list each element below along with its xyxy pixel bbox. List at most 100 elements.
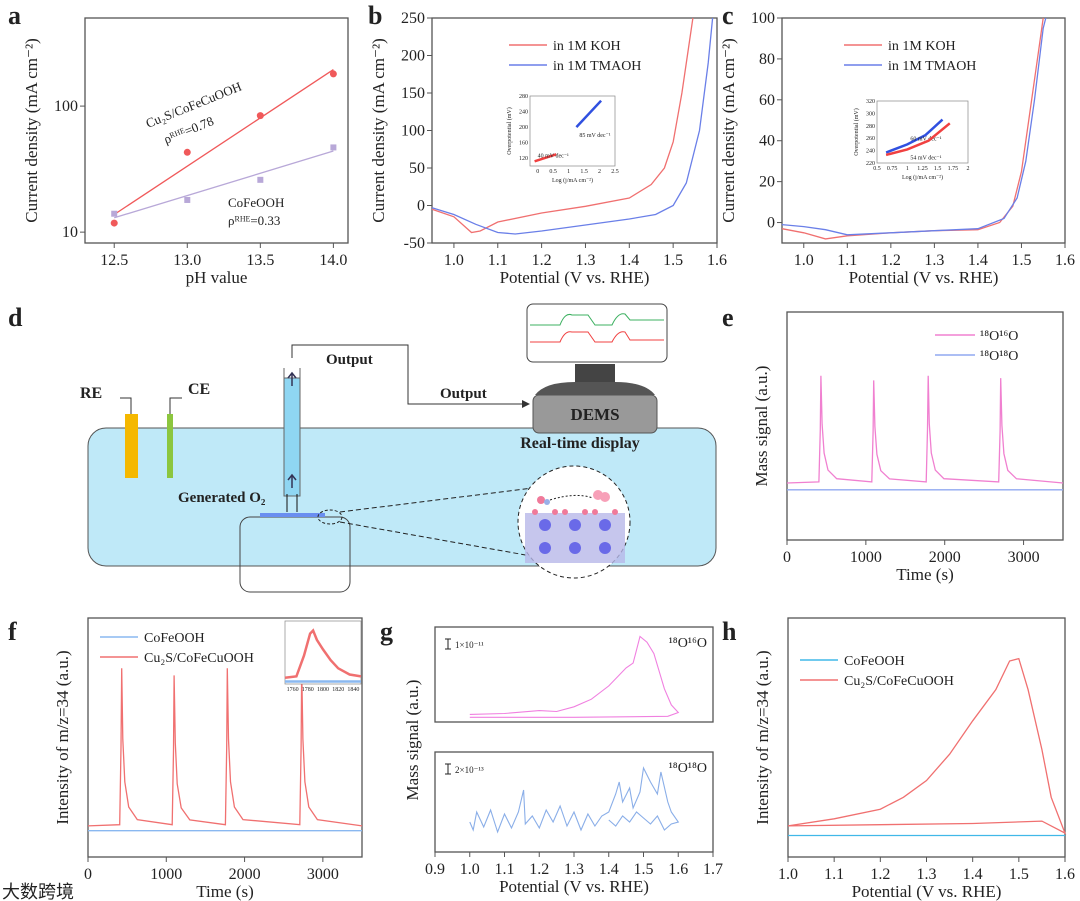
- c-x-tick-label: 1.4: [968, 252, 988, 269]
- f-inset-x-tick-label: 1820: [332, 687, 344, 693]
- g-scale-label: 1×10⁻¹¹: [455, 640, 484, 650]
- h-x-axis-title: Potential (V vs. RHE): [852, 882, 1002, 901]
- a-x-tick-label: 13.0: [173, 252, 201, 269]
- b-y-tick-label: 150: [401, 85, 425, 102]
- a-plot-frame: [84, 17, 349, 244]
- b-x-tick-label: 1.2: [532, 252, 552, 269]
- b-inset-y-title: Overpotential (mV): [506, 107, 513, 154]
- c-legend-label: in 1M TMAOH: [888, 59, 976, 74]
- c-inset-x-tick-label: 0.5: [873, 166, 881, 172]
- c-x-tick-label: 1.6: [1055, 252, 1075, 269]
- b-y-tick-label: 0: [417, 198, 425, 215]
- e-legend-label: ¹⁸O¹⁶O: [980, 329, 1018, 344]
- dems-instrument: [532, 394, 658, 434]
- c-y-tick-label: 0: [767, 215, 775, 232]
- ce-label: CE: [188, 381, 210, 398]
- b-legend-label: in 1M TMAOH: [553, 59, 641, 74]
- panel-label-a: a: [8, 1, 21, 30]
- g2-x-tick-label: 1.3: [564, 861, 584, 878]
- annotation-rho-cofeooh: ρᴿᴴᴱ=0.33: [228, 213, 280, 228]
- c-plot-frame: [781, 17, 1066, 244]
- a-x-tick-label: 13.5: [246, 252, 274, 269]
- e-legend-label: ¹⁸O¹⁸O: [980, 349, 1018, 364]
- b-x-axis-title: Potential (V vs. RHE): [500, 268, 650, 287]
- h-legend-label: Cu₂S/CoFeCuOOH: [844, 674, 954, 689]
- a-y-axis-title: Current density (mA cm⁻²): [22, 38, 41, 223]
- data-point: [183, 148, 191, 156]
- e-x-axis-title: Time (s): [896, 565, 953, 584]
- g2-x-tick-label: 1.6: [668, 861, 688, 878]
- g2-x-tick-label: 1.1: [495, 861, 515, 878]
- data-point: [256, 112, 264, 120]
- up-arrow-icon: [287, 473, 297, 488]
- e-x-tick-label: 3000: [1008, 549, 1040, 566]
- fit-line-0: [113, 68, 334, 216]
- panel-label-c: c: [722, 1, 734, 30]
- c-inset-x-tick-label: 1.75: [948, 166, 959, 172]
- e-y-axis-title: Mass signal (a.u.): [752, 366, 771, 487]
- g2-x-tick-label: 0.9: [425, 861, 445, 878]
- data-point: [330, 144, 337, 151]
- f-inset-x-tick-label: 1780: [302, 687, 314, 693]
- catalyst-atoms-illustration: [525, 490, 625, 563]
- b-inset-x-tick-label: 2.5: [611, 169, 619, 175]
- b-y-axis-title: Current density (mA cm⁻²): [369, 38, 388, 223]
- data-point: [329, 70, 337, 78]
- e-plot-frame: [786, 311, 1064, 541]
- output-line: [291, 344, 522, 405]
- h-x-tick-label: 1.0: [778, 866, 798, 883]
- monitor-screen: [526, 303, 668, 363]
- c-y-tick-label: 20: [759, 174, 775, 191]
- g-series-line: [469, 635, 680, 718]
- reference-electrode: [125, 414, 138, 478]
- h-x-tick-label: 1.6: [1055, 866, 1075, 883]
- f-x-tick-label: 2000: [229, 866, 261, 883]
- c-inset-y-tick-label: 260: [866, 136, 875, 142]
- h-x-tick-label: 1.2: [870, 866, 890, 883]
- f-plot-frame: [87, 617, 363, 858]
- h-x-tick-label: 1.1: [824, 866, 844, 883]
- h-x-tick-label: 1.4: [963, 866, 983, 883]
- arrow-head-icon: [522, 400, 530, 408]
- b-inset-x-tick-label: 0: [536, 169, 539, 175]
- g-series-line: [469, 766, 680, 834]
- c-inset-x-tick-label: 1.25: [917, 166, 928, 172]
- b-inset-y-tick-label: 120: [519, 156, 528, 162]
- f-x-tick-label: 0: [84, 866, 92, 883]
- dems-top: [575, 364, 615, 382]
- f-inset-x-tick-label: 1840: [347, 687, 359, 693]
- f-x-tick-label: 3000: [307, 866, 339, 883]
- c-y-axis-title: Current density (mA cm⁻²): [719, 38, 738, 223]
- o2-arrows: [286, 494, 298, 512]
- g-scale-bar-icon: [445, 763, 451, 775]
- b-inset-y-tick-label: 240: [519, 110, 528, 116]
- b-inset-slope-label: 40 mV dec⁻¹: [538, 153, 569, 159]
- panel-label-d: d: [8, 303, 23, 332]
- c-inset-series-line: [885, 118, 944, 154]
- g2-x-tick-label: 1.5: [634, 861, 654, 878]
- c-inset-x-tick-label: 2: [967, 166, 970, 172]
- b-y-tick-label: 250: [401, 10, 425, 27]
- b-y-tick-label: 200: [401, 48, 425, 65]
- data-point: [184, 196, 191, 203]
- c-y-tick-label: 100: [751, 10, 775, 27]
- c-inset-y-tick-label: 240: [866, 149, 875, 155]
- b-inset-y-tick-label: 160: [519, 141, 528, 147]
- zoom-lines: [339, 483, 566, 563]
- f-inset-x-tick-label: 1760: [287, 687, 299, 693]
- c-x-tick-label: 1.1: [837, 252, 857, 269]
- h-legend-label: CoFeOOH: [844, 654, 905, 669]
- c-x-tick-label: 1.0: [794, 252, 814, 269]
- c-inset-x-tick-label: 1.5: [934, 166, 942, 172]
- g-y-axis-title: Mass signal (a.u.): [403, 680, 422, 801]
- b-x-tick-label: 1.3: [575, 252, 595, 269]
- h-series-line: [787, 657, 1067, 835]
- b-inset-x-tick-label: 2: [598, 169, 601, 175]
- c-inset-y-tick-label: 300: [866, 111, 875, 117]
- output-label-1: Output: [326, 352, 373, 368]
- f-legend-label: Cu₂S/CoFeCuOOH: [144, 651, 254, 666]
- c-inset-x-tick-label: 1: [906, 166, 909, 172]
- data-point: [110, 219, 118, 227]
